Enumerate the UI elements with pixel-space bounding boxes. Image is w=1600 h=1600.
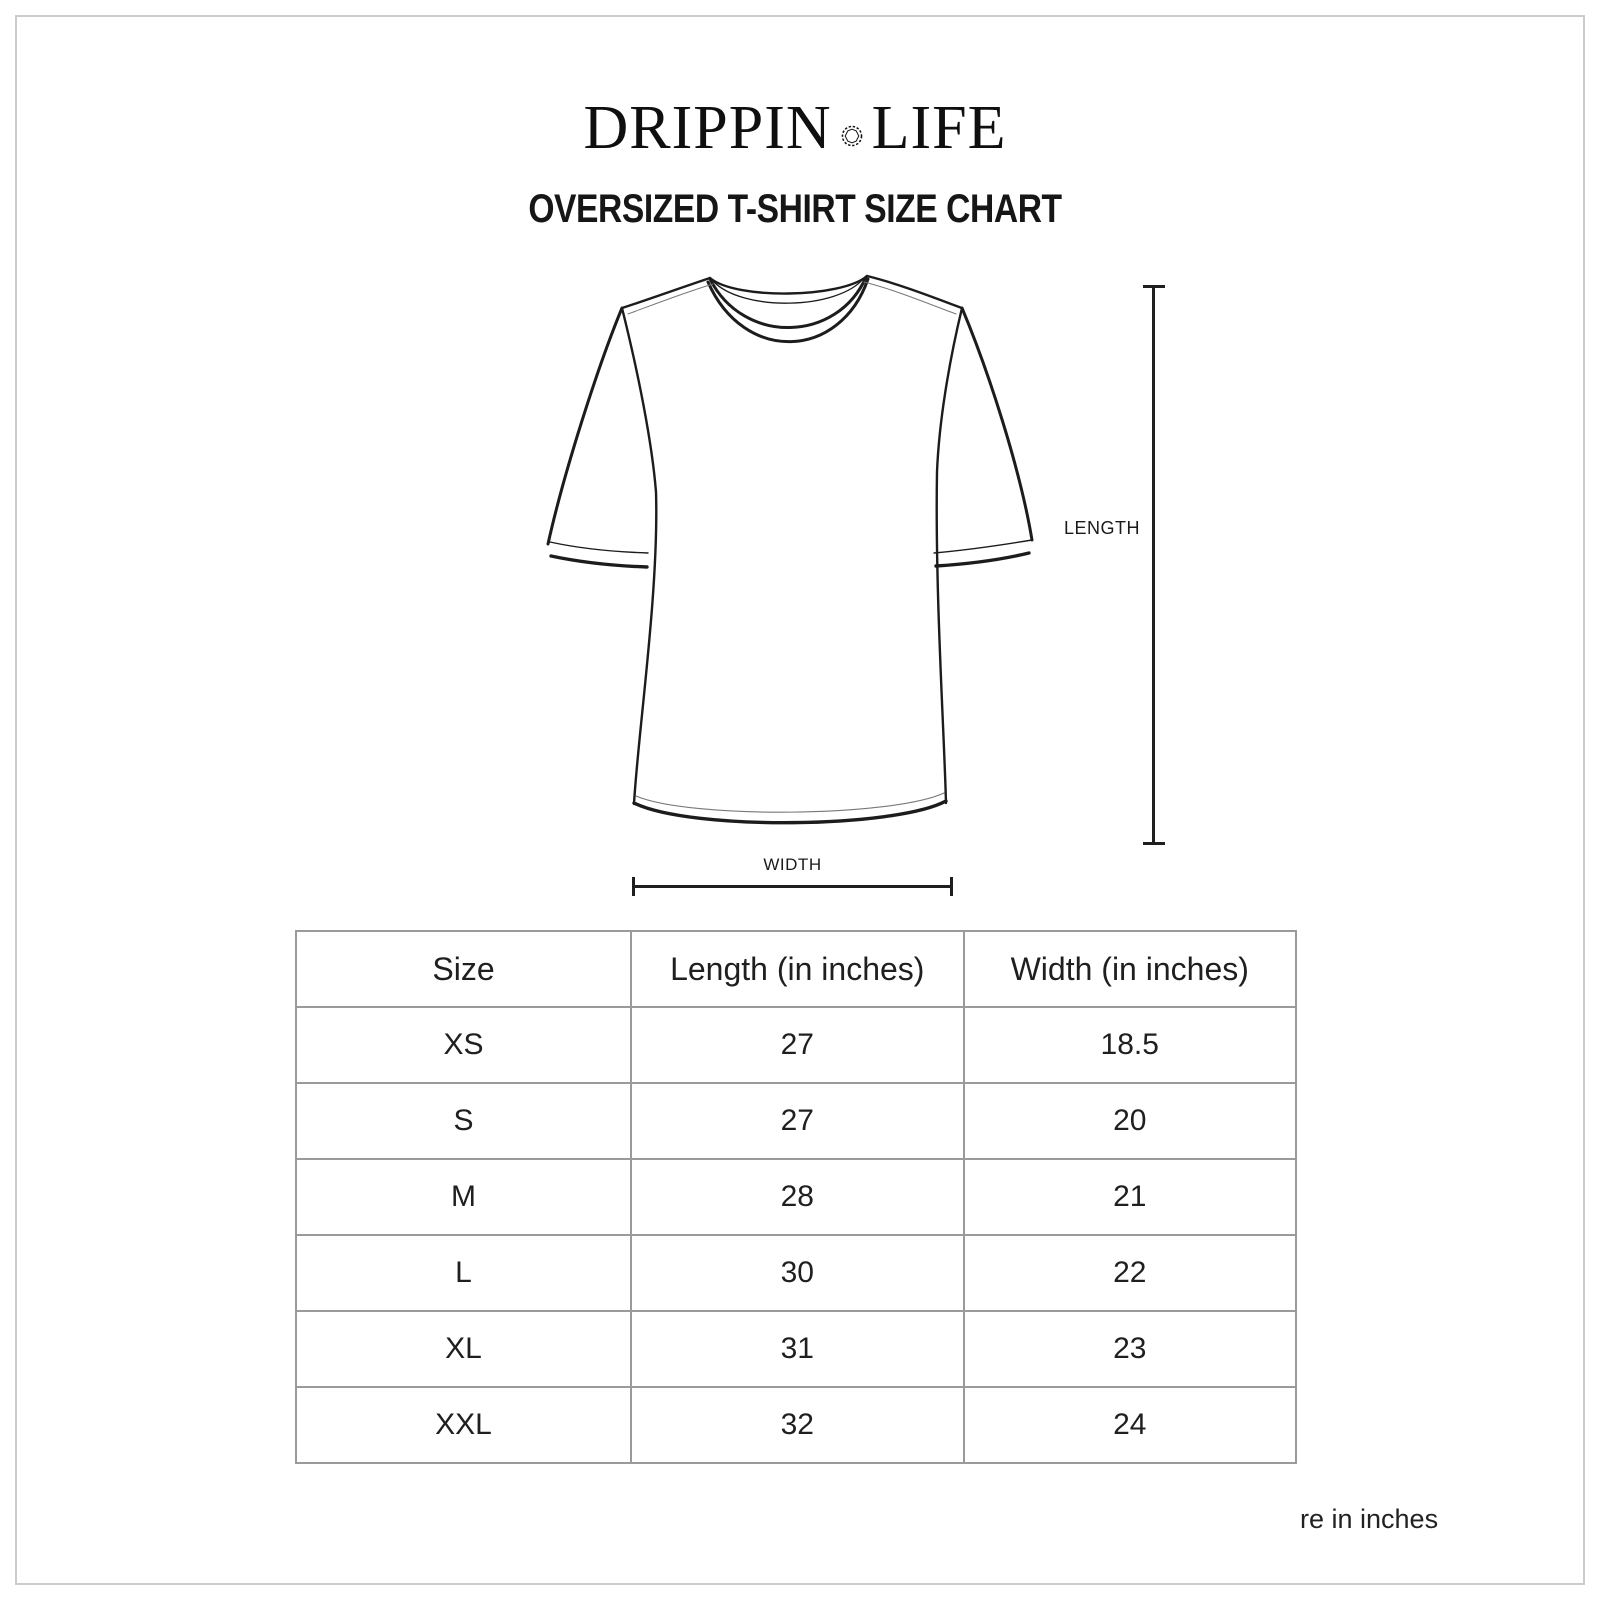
length-measure-line [1152,285,1155,845]
size-table: Size Length (in inches) Width (in inches… [295,930,1297,1464]
table-row: XL 31 23 [295,1310,1297,1388]
footer-note: re in inches [1300,1504,1439,1534]
width-measure-right-cap [950,877,953,896]
width-cell: 22 [962,1234,1297,1312]
width-label: WIDTH [763,855,822,874]
table-row: L 30 22 [295,1234,1297,1312]
length-cell: 32 [630,1386,965,1464]
table-row: M 28 21 [295,1158,1297,1236]
length-cell: 30 [630,1234,965,1312]
size-cell: XS [295,1006,632,1084]
length-cell: 31 [630,1310,965,1388]
brand-logo: DRIPPIN LIFE [0,96,1590,159]
column-header-size: Size [295,930,632,1008]
length-cell: 27 [630,1082,965,1160]
length-label: LENGTH [1063,518,1140,538]
size-cell: L [295,1234,632,1312]
page-title: OVERSIZED T-SHIRT SIZE CHART [528,187,1062,231]
width-cell: 23 [962,1310,1297,1388]
table-row: XS 27 18.5 [295,1006,1297,1084]
length-measure-bottom-cap [1143,842,1165,845]
size-table-body: XS 27 18.5 S 27 20 M 28 21 L 30 22 XL 31 23 XXL 32 24 [295,1006,1297,1464]
length-cell: 27 [630,1006,965,1084]
size-cell: XL [295,1310,632,1388]
brand-logo-text-left: DRIPPIN [583,94,832,162]
table-header-row: Size Length (in inches) Width (in inches… [295,930,1297,1008]
length-measure-top-cap [1143,285,1165,288]
width-measure-line [632,885,953,888]
size-cell: S [295,1082,632,1160]
size-cell: M [295,1158,632,1236]
table-row: S 27 20 [295,1082,1297,1160]
width-cell: 18.5 [962,1006,1297,1084]
size-cell: XXL [295,1386,632,1464]
width-measure-left-cap [632,877,635,896]
table-row: XXL 32 24 [295,1386,1297,1464]
brand-logo-text-right: LIFE [871,94,1007,162]
length-cell: 28 [630,1158,965,1236]
width-cell: 24 [962,1386,1297,1464]
width-cell: 20 [962,1082,1297,1160]
tshirt-outline-icon [520,262,1040,852]
width-cell: 21 [962,1158,1297,1236]
column-header-width: Width (in inches) [962,930,1297,1008]
gem-icon [841,96,863,147]
column-header-length: Length (in inches) [630,930,965,1008]
